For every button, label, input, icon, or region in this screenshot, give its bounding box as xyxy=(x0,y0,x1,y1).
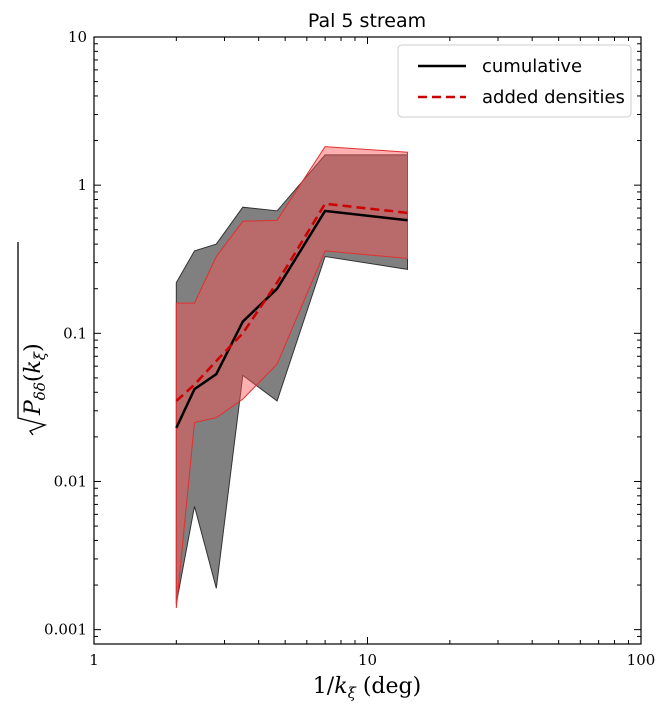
series-lines xyxy=(175,202,408,429)
y-tick-label: 1 xyxy=(77,176,87,194)
x-tick-label: 100 xyxy=(627,651,656,669)
band-cumulative xyxy=(175,154,408,604)
y-tick-label: 0.1 xyxy=(63,324,87,342)
x-tick-label: 10 xyxy=(358,651,377,669)
y-tick-label: 10 xyxy=(68,28,87,46)
legend-label-added-densities: added densities xyxy=(482,87,625,108)
band-added-densities xyxy=(175,146,408,609)
y-axis-label: Pδδ(kξ) xyxy=(17,242,49,436)
uncertainty-bands xyxy=(175,146,408,609)
line-cumulative xyxy=(175,209,408,429)
x-axis-label: 1/kξ (deg) xyxy=(313,674,421,702)
legend-label-cumulative: cumulative xyxy=(482,56,582,77)
svg-text:1/kξ (deg): 1/kξ (deg) xyxy=(313,674,421,702)
y-tick-label: 0.001 xyxy=(44,621,87,639)
y-tick-label: 0.01 xyxy=(54,472,87,490)
legend: cumulative added densities xyxy=(397,44,632,118)
svg-text:Pδδ(kξ): Pδδ(kξ) xyxy=(21,343,49,416)
x-tick-label: 1 xyxy=(89,651,99,669)
axis-tick-labels: 1 10 100 0.001 0.01 0.1 1 10 xyxy=(44,28,655,669)
axis-ticks xyxy=(93,36,642,645)
legend-box xyxy=(397,44,632,118)
chart-title: Pal 5 stream xyxy=(308,10,426,32)
